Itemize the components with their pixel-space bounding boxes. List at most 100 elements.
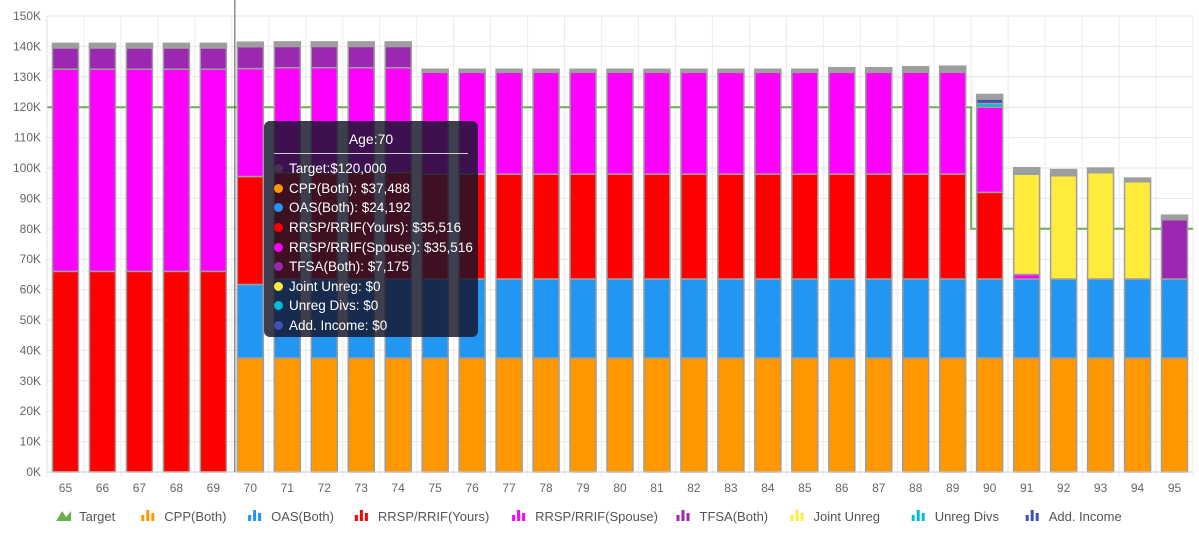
bar-segment[interactable] [199, 47, 228, 70]
bar-segment[interactable] [680, 278, 708, 359]
legend-item-rrsp-rrif-yours-[interactable]: RRSP/RRIF(Yours) [354, 509, 489, 524]
bar-segment[interactable] [347, 357, 375, 473]
bar-segment[interactable] [865, 66, 893, 74]
bar-segment[interactable] [865, 173, 893, 280]
bar-segment[interactable] [717, 173, 745, 280]
bar-segment[interactable] [1049, 174, 1078, 280]
bar-group-age-67[interactable] [125, 42, 154, 473]
bar-segment[interactable] [828, 71, 856, 175]
bar-segment[interactable] [1049, 168, 1078, 177]
bar-segment[interactable] [754, 173, 782, 280]
bar-segment[interactable] [495, 173, 523, 280]
bar-segment[interactable] [88, 47, 117, 70]
bar-segment[interactable] [791, 71, 819, 175]
legend-item-tfsa-both-[interactable]: TFSA(Both) [676, 509, 769, 524]
bar-segment[interactable] [1160, 278, 1189, 359]
bar-segment[interactable] [975, 278, 1004, 359]
bar-segment[interactable] [1012, 278, 1041, 359]
bar-segment[interactable] [828, 66, 856, 74]
bar-group-age-92[interactable] [1049, 168, 1078, 473]
bar-segment[interactable] [791, 68, 819, 74]
bar-segment[interactable] [828, 173, 856, 280]
bar-segment[interactable] [938, 71, 967, 175]
bar-segment[interactable] [569, 68, 597, 74]
bar-group-age-90[interactable] [975, 93, 1004, 473]
bar-segment[interactable] [643, 278, 671, 359]
bar-group-age-68[interactable] [162, 42, 191, 473]
bar-segment[interactable] [680, 68, 708, 74]
bar-segment[interactable] [569, 278, 597, 359]
bar-segment[interactable] [162, 270, 191, 473]
bar-segment[interactable] [532, 357, 560, 473]
bar-group-age-70[interactable] [236, 41, 265, 473]
bar-group-age-89[interactable] [938, 65, 967, 473]
bar-segment[interactable] [1123, 357, 1152, 473]
bar-segment[interactable] [606, 71, 634, 175]
bar-segment[interactable] [1049, 357, 1078, 473]
bar-segment[interactable] [125, 68, 154, 273]
bar-group-age-69[interactable] [199, 42, 228, 473]
bar-segment[interactable] [717, 278, 745, 359]
bar-segment[interactable] [236, 175, 265, 286]
bar-segment[interactable] [51, 68, 80, 273]
bar-segment[interactable] [273, 41, 302, 48]
bar-segment[interactable] [901, 66, 930, 74]
bar-segment[interactable] [680, 173, 708, 280]
bar-segment[interactable] [384, 357, 412, 473]
bar-segment[interactable] [754, 278, 782, 359]
bar-segment[interactable] [901, 173, 930, 280]
bar-segment[interactable] [680, 71, 708, 175]
bar-segment[interactable] [532, 68, 560, 74]
bar-segment[interactable] [495, 68, 523, 74]
bar-segment[interactable] [606, 278, 634, 359]
bar-segment[interactable] [384, 45, 412, 69]
bar-group-age-87[interactable] [865, 66, 893, 473]
legend-item-target[interactable]: Target [56, 509, 116, 524]
bar-group-age-94[interactable] [1123, 177, 1152, 473]
legend-item-joint-unreg[interactable]: Joint Unreg [790, 509, 880, 524]
bar-segment[interactable] [1012, 166, 1041, 174]
bar-segment[interactable] [532, 278, 560, 359]
bar-segment[interactable] [975, 191, 1004, 280]
bar-segment[interactable] [51, 42, 80, 49]
bar-segment[interactable] [569, 71, 597, 175]
bar-segment[interactable] [384, 41, 412, 48]
bar-segment[interactable] [717, 68, 745, 74]
legend-item-rrsp-rrif-spouse-[interactable]: RRSP/RRIF(Spouse) [512, 509, 658, 524]
bar-segment[interactable] [569, 357, 597, 473]
bar-segment[interactable] [643, 68, 671, 74]
legend-item-cpp-both-[interactable]: CPP(Both) [141, 509, 226, 524]
bar-segment[interactable] [125, 270, 154, 473]
bar-segment[interactable] [1012, 357, 1041, 473]
bar-segment[interactable] [162, 47, 191, 70]
bar-segment[interactable] [1160, 214, 1189, 221]
bar-segment[interactable] [199, 270, 228, 473]
bar-segment[interactable] [199, 42, 228, 49]
bar-group-age-83[interactable] [717, 68, 745, 473]
bar-group-age-80[interactable] [606, 68, 634, 473]
bar-segment[interactable] [606, 173, 634, 280]
bar-segment[interactable] [975, 357, 1004, 473]
bar-segment[interactable] [273, 45, 302, 69]
bar-segment[interactable] [495, 278, 523, 359]
bar-segment[interactable] [1123, 278, 1152, 359]
bar-segment[interactable] [532, 71, 560, 175]
bar-segment[interactable] [458, 357, 486, 473]
bar-segment[interactable] [569, 173, 597, 280]
bar-segment[interactable] [828, 357, 856, 473]
bar-segment[interactable] [754, 71, 782, 175]
bar-segment[interactable] [310, 41, 339, 48]
bar-group-age-95[interactable] [1160, 214, 1189, 473]
bar-segment[interactable] [1049, 278, 1078, 359]
bar-segment[interactable] [347, 41, 375, 48]
bar-segment[interactable] [236, 357, 265, 473]
bar-segment[interactable] [975, 93, 1004, 100]
bar-segment[interactable] [1086, 167, 1115, 174]
bar-segment[interactable] [162, 68, 191, 273]
bar-segment[interactable] [495, 71, 523, 175]
bar-segment[interactable] [643, 357, 671, 473]
bar-segment[interactable] [791, 173, 819, 280]
bar-group-age-91[interactable] [1012, 166, 1041, 473]
bar-segment[interactable] [1086, 171, 1115, 280]
bar-segment[interactable] [236, 45, 265, 70]
